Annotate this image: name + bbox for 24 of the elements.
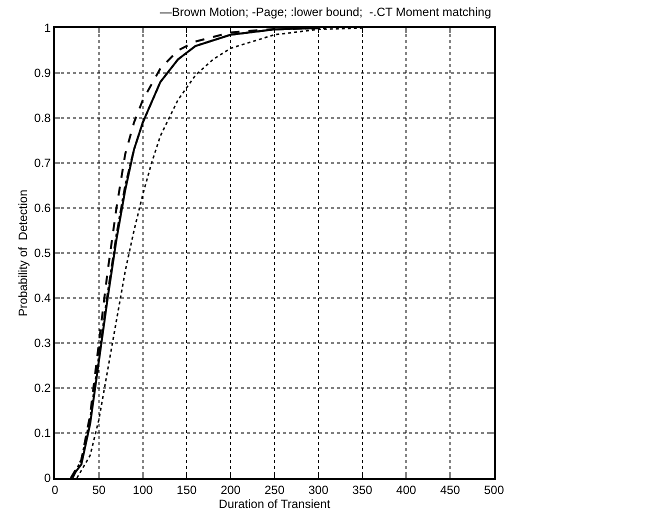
x-tick-label: 300 (308, 483, 329, 498)
y-tick-label: 0.2 (34, 381, 52, 396)
x-tick-label: 50 (92, 483, 106, 498)
y-axis-title: Probability of Detection (16, 190, 30, 316)
x-tick-label: 100 (132, 483, 154, 498)
y-tick-label: 0.7 (34, 156, 52, 170)
x-axis-title: Duration of Transient (218, 497, 331, 512)
y-tick-label: 0.6 (34, 201, 52, 216)
x-tick-label: 250 (264, 483, 285, 498)
y-tick-label: 1 (44, 21, 52, 36)
y-tick-label: 0.1 (34, 426, 52, 440)
y-tick-label: 0.3 (34, 336, 52, 350)
x-tick-label: 400 (396, 483, 417, 498)
x-tick-label: 450 (440, 483, 460, 498)
x-tick-label: 200 (220, 483, 241, 498)
x-tick-label: 150 (176, 483, 198, 498)
y-tick-label: 0.5 (34, 246, 52, 260)
y-tick-label: 0.8 (34, 111, 52, 126)
x-tick-label: 350 (352, 483, 373, 498)
y-tick-label: 0.4 (34, 291, 52, 306)
y-tick-label: 0.9 (34, 66, 52, 80)
chart-title: —Brown Motion; -Page; :lower bound; -.CT Moment matching (160, 5, 492, 20)
x-tick-label: 500 (484, 483, 504, 498)
y-tick-label: 0 (44, 471, 52, 486)
